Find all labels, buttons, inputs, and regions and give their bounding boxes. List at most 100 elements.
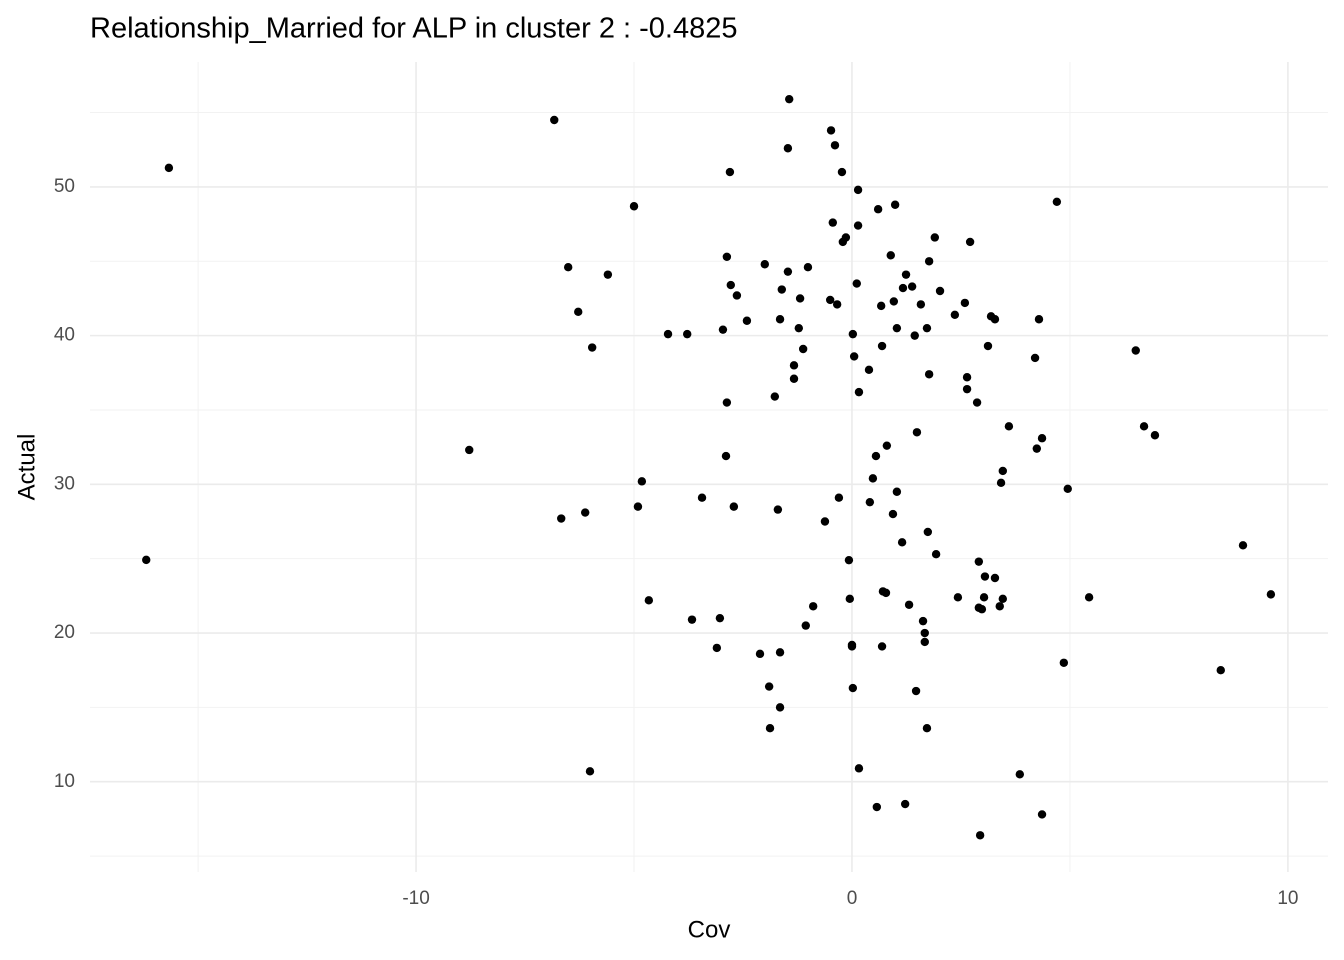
- point: [830, 141, 840, 150]
- point: [888, 509, 898, 519]
- point: [848, 329, 858, 339]
- point: [764, 682, 774, 691]
- point: [820, 517, 830, 526]
- point: [142, 555, 151, 565]
- point: [721, 451, 731, 461]
- point: [854, 387, 864, 397]
- point: [1037, 434, 1047, 443]
- point: [882, 441, 892, 450]
- point: [742, 316, 752, 325]
- point: [789, 361, 799, 370]
- point: [983, 341, 993, 351]
- point: [581, 508, 590, 517]
- point: [901, 270, 911, 279]
- point: [687, 615, 697, 624]
- point: [876, 301, 886, 311]
- point: [998, 594, 1008, 604]
- point: [1037, 810, 1047, 819]
- point: [465, 445, 474, 455]
- point: [962, 384, 972, 394]
- point: [789, 374, 799, 383]
- y-tick-label: 20: [54, 622, 75, 643]
- point: [998, 466, 1008, 476]
- y-axis-title: Actual: [13, 434, 40, 501]
- point: [775, 703, 785, 712]
- point: [868, 474, 878, 483]
- point: [801, 621, 810, 630]
- point: [974, 557, 984, 566]
- point: [924, 370, 934, 379]
- point: [841, 233, 851, 242]
- point: [715, 613, 725, 623]
- point: [563, 263, 573, 272]
- point: [722, 252, 732, 262]
- point: [798, 344, 808, 354]
- x-axis-title: Cov: [688, 916, 731, 943]
- point: [852, 279, 861, 288]
- point: [910, 331, 919, 340]
- point: [907, 282, 917, 291]
- point: [770, 392, 780, 401]
- point: [729, 502, 739, 511]
- point: [697, 493, 707, 502]
- point: [775, 315, 785, 324]
- point: [1063, 484, 1072, 493]
- point: [979, 593, 989, 602]
- point: [722, 398, 732, 407]
- point: [783, 144, 793, 153]
- point: [980, 572, 990, 581]
- chart-title: Relationship_Married for ALP in cluster …: [90, 13, 738, 45]
- point: [1052, 197, 1062, 206]
- point: [826, 126, 836, 135]
- point: [849, 352, 859, 361]
- y-tick-label: 10: [54, 771, 75, 792]
- point: [995, 602, 1004, 611]
- point: [916, 300, 926, 309]
- point: [877, 341, 887, 351]
- point: [834, 493, 844, 502]
- point: [872, 802, 882, 812]
- point: [1034, 315, 1044, 324]
- point: [683, 329, 692, 339]
- point: [585, 767, 595, 776]
- point: [853, 221, 863, 230]
- point: [953, 593, 963, 602]
- point: [637, 477, 647, 486]
- point: [996, 478, 1006, 488]
- point: [844, 555, 854, 565]
- point: [950, 310, 960, 319]
- point: [975, 831, 985, 840]
- x-tick-label: -10: [402, 888, 429, 909]
- point: [886, 251, 895, 260]
- point: [726, 280, 735, 290]
- point: [897, 538, 907, 547]
- point: [755, 649, 765, 659]
- point: [922, 724, 932, 733]
- point: [935, 286, 945, 296]
- point: [725, 167, 735, 177]
- point: [795, 294, 805, 303]
- point: [972, 398, 982, 407]
- point: [574, 307, 583, 317]
- point: [898, 283, 908, 293]
- y-tick-label: 30: [54, 473, 75, 494]
- point: [920, 637, 929, 647]
- point: [900, 799, 910, 809]
- point: [718, 325, 728, 334]
- point: [557, 514, 566, 523]
- point: [912, 428, 922, 437]
- point: [1139, 422, 1149, 431]
- point: [977, 605, 987, 614]
- point: [892, 323, 902, 333]
- point: [922, 323, 932, 333]
- point: [785, 94, 794, 104]
- point: [1015, 770, 1025, 779]
- point: [760, 260, 769, 269]
- point: [1216, 666, 1225, 675]
- point: [890, 200, 900, 209]
- point: [931, 550, 941, 559]
- point: [930, 233, 940, 242]
- point: [803, 263, 813, 272]
- point: [712, 643, 722, 653]
- point: [1266, 590, 1276, 599]
